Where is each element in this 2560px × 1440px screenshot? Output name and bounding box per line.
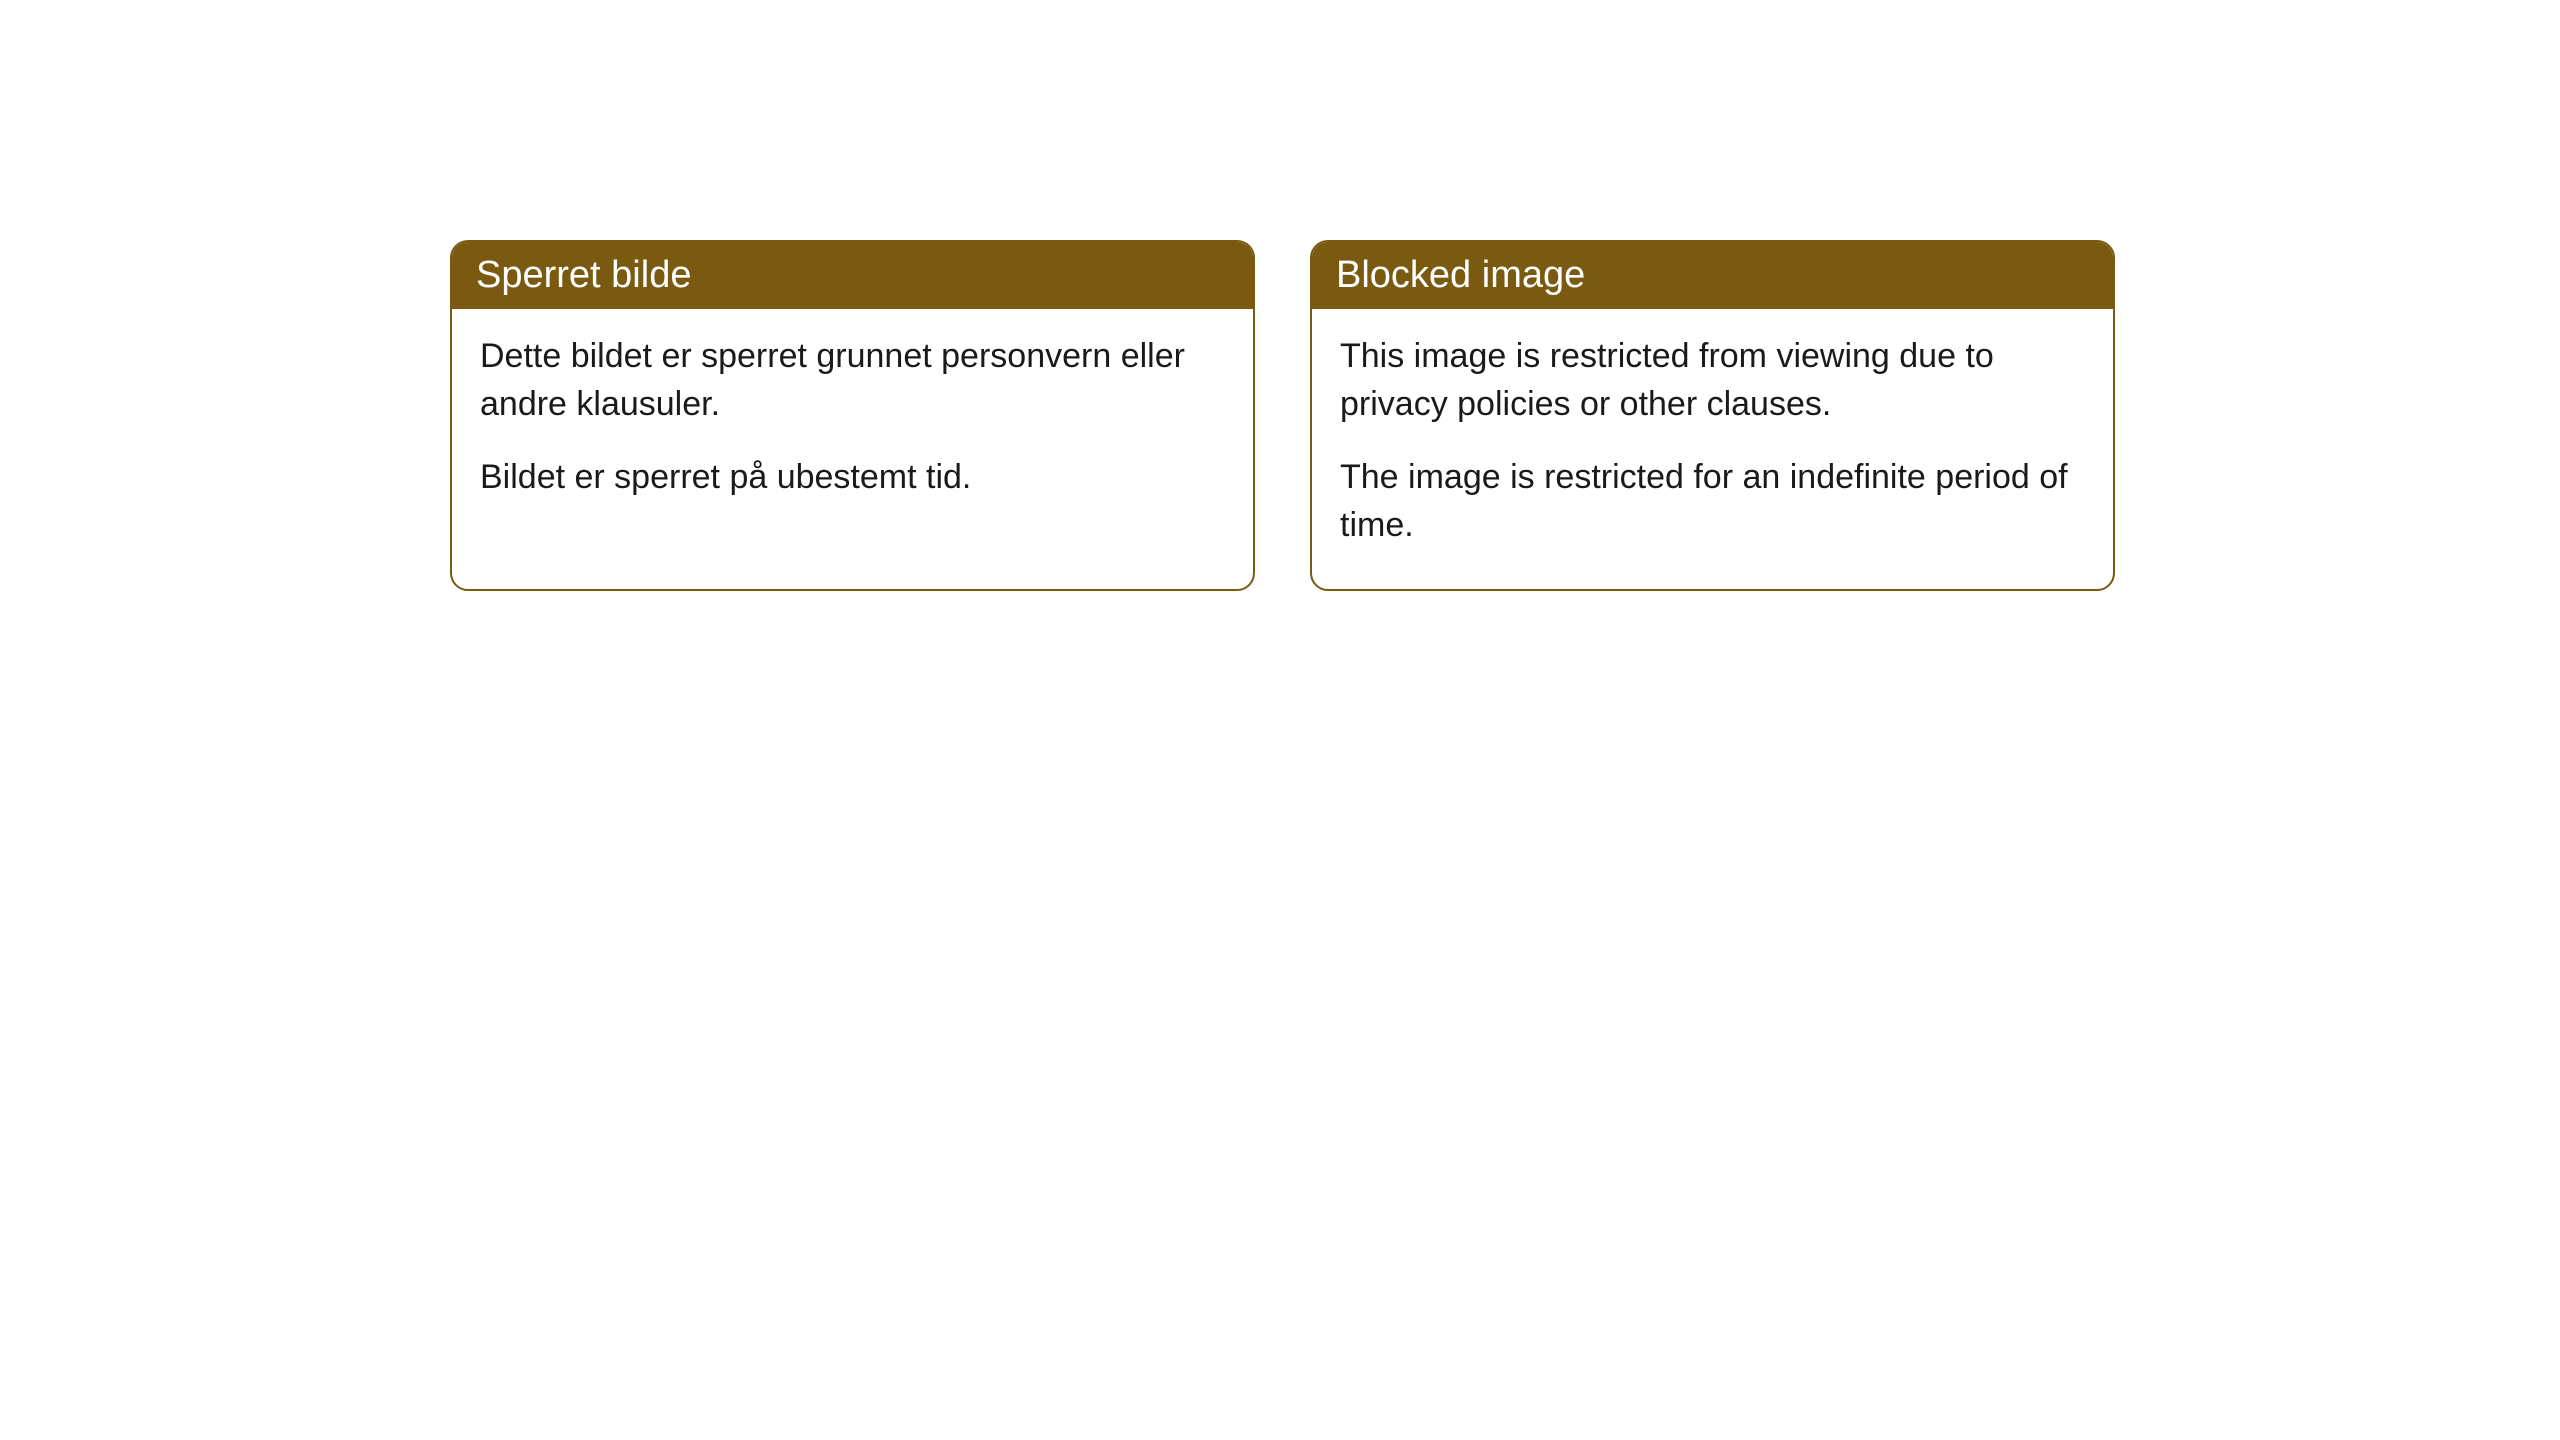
card-paragraph: This image is restricted from viewing du… — [1340, 333, 2085, 428]
card-title: Sperret bilde — [476, 254, 691, 296]
card-paragraph: Dette bildet er sperret grunnet personve… — [480, 333, 1225, 428]
card-english: Blocked image This image is restricted f… — [1310, 240, 2115, 591]
card-paragraph: The image is restricted for an indefinit… — [1340, 454, 2085, 549]
card-body-english: This image is restricted from viewing du… — [1312, 309, 2113, 589]
cards-container: Sperret bilde Dette bildet er sperret gr… — [450, 240, 2560, 591]
card-header-norwegian: Sperret bilde — [452, 242, 1253, 309]
card-norwegian: Sperret bilde Dette bildet er sperret gr… — [450, 240, 1255, 591]
card-header-english: Blocked image — [1312, 242, 2113, 309]
card-title: Blocked image — [1336, 254, 1585, 296]
card-body-norwegian: Dette bildet er sperret grunnet personve… — [452, 309, 1253, 542]
card-paragraph: Bildet er sperret på ubestemt tid. — [480, 454, 1225, 502]
